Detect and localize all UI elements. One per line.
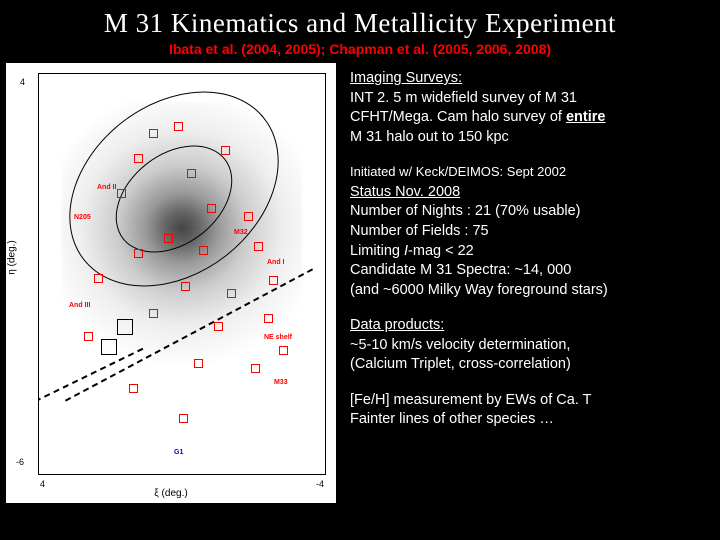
field-box — [179, 414, 188, 423]
field-box — [117, 189, 126, 198]
feh-l1: [Fe/H] measurement by EWs of Ca. T — [350, 392, 591, 408]
ytick-max: 4 — [20, 77, 25, 87]
status-mag-a: Limiting — [350, 243, 404, 259]
field-box — [149, 309, 158, 318]
subtitle-refs: Ibata et al. (2004, 2005); Chapman et al… — [0, 41, 720, 63]
imaging-l3: CFHT/Mega. Cam halo survey of — [350, 109, 566, 125]
imaging-l4: M 31 halo out to 150 kpc — [350, 129, 509, 145]
feh-l2: Fainter lines of other species … — [350, 411, 554, 427]
field-box — [149, 129, 158, 138]
field-box — [129, 384, 138, 393]
figure-label: NE shelf — [264, 334, 292, 341]
xtick-max: -4 — [316, 479, 324, 489]
imaging-block: Imaging Surveys: INT 2. 5 m widefield su… — [350, 69, 706, 147]
figure-label: N205 — [74, 214, 91, 221]
figure-label: And III — [69, 302, 90, 309]
field-box — [199, 246, 208, 255]
imaging-l2: INT 2. 5 m widefield survey of M 31 — [350, 90, 577, 106]
field-box — [227, 289, 236, 298]
status-fields: Number of Fields : 75 — [350, 223, 489, 239]
text-panel: Imaging Surveys: INT 2. 5 m widefield su… — [336, 63, 714, 503]
products-heading: Data products: — [350, 317, 444, 333]
field-box — [214, 322, 223, 331]
field-box — [207, 204, 216, 213]
status-spectra: Candidate M 31 Spectra: ~14, 000 — [350, 262, 571, 278]
field-box — [269, 276, 278, 285]
figure-label: And II — [97, 184, 116, 191]
status-mag-c: -mag < 22 — [408, 243, 474, 259]
figure-label: G1 — [174, 449, 183, 456]
field-box — [134, 249, 143, 258]
products-l3: (Calcium Triplet, cross-correlation) — [350, 356, 571, 372]
status-block: Initiated w/ Keck/DEIMOS: Sept 2002 Stat… — [350, 163, 706, 300]
field-box — [164, 234, 173, 243]
feh-block: [Fe/H] measurement by EWs of Ca. T Faint… — [350, 391, 706, 430]
axis-x-label: ξ (deg.) — [154, 488, 187, 499]
status-nights: Number of Nights : 21 (70% usable) — [350, 203, 581, 219]
field-box — [84, 332, 93, 341]
field-box-black — [117, 319, 133, 335]
survey-figure: 4 -6 4 -4 η (deg.) ξ (deg.) And II N205 M3… — [6, 63, 336, 503]
field-box — [134, 154, 143, 163]
status-l1: Initiated w/ Keck/DEIMOS: Sept 2002 — [350, 164, 566, 179]
field-box — [254, 242, 263, 251]
figure-label: And I — [267, 259, 285, 266]
axis-y-label: η (deg.) — [7, 240, 18, 274]
figure-label: M32 — [234, 229, 248, 236]
ytick-min: -6 — [16, 457, 24, 467]
field-box — [194, 359, 203, 368]
figure-label: M33 — [274, 379, 288, 386]
imaging-heading: Imaging Surveys: — [350, 70, 462, 86]
xtick-min: 4 — [40, 479, 45, 489]
field-box — [221, 146, 230, 155]
products-l2: ~5-10 km/s velocity determination, — [350, 337, 570, 353]
status-mw: (and ~6000 Milky Way foreground stars) — [350, 282, 608, 298]
field-box — [244, 212, 253, 221]
field-box — [279, 346, 288, 355]
plot-area: And II N205 M32 And I And III M33 NE shelf G1 — [38, 73, 326, 475]
products-block: Data products: ~5-10 km/s velocity deter… — [350, 316, 706, 375]
page-title: M 31 Kinematics and Metallicity Experime… — [0, 0, 720, 41]
field-box — [174, 122, 183, 131]
imaging-entire: entire — [566, 109, 606, 125]
field-box — [181, 282, 190, 291]
field-box-black — [101, 339, 117, 355]
field-box — [187, 169, 196, 178]
field-box — [94, 274, 103, 283]
field-box — [264, 314, 273, 323]
field-box — [251, 364, 260, 373]
status-heading: Status Nov. 2008 — [350, 184, 460, 200]
content-area: 4 -6 4 -4 η (deg.) ξ (deg.) And II N205 M3… — [0, 63, 720, 503]
